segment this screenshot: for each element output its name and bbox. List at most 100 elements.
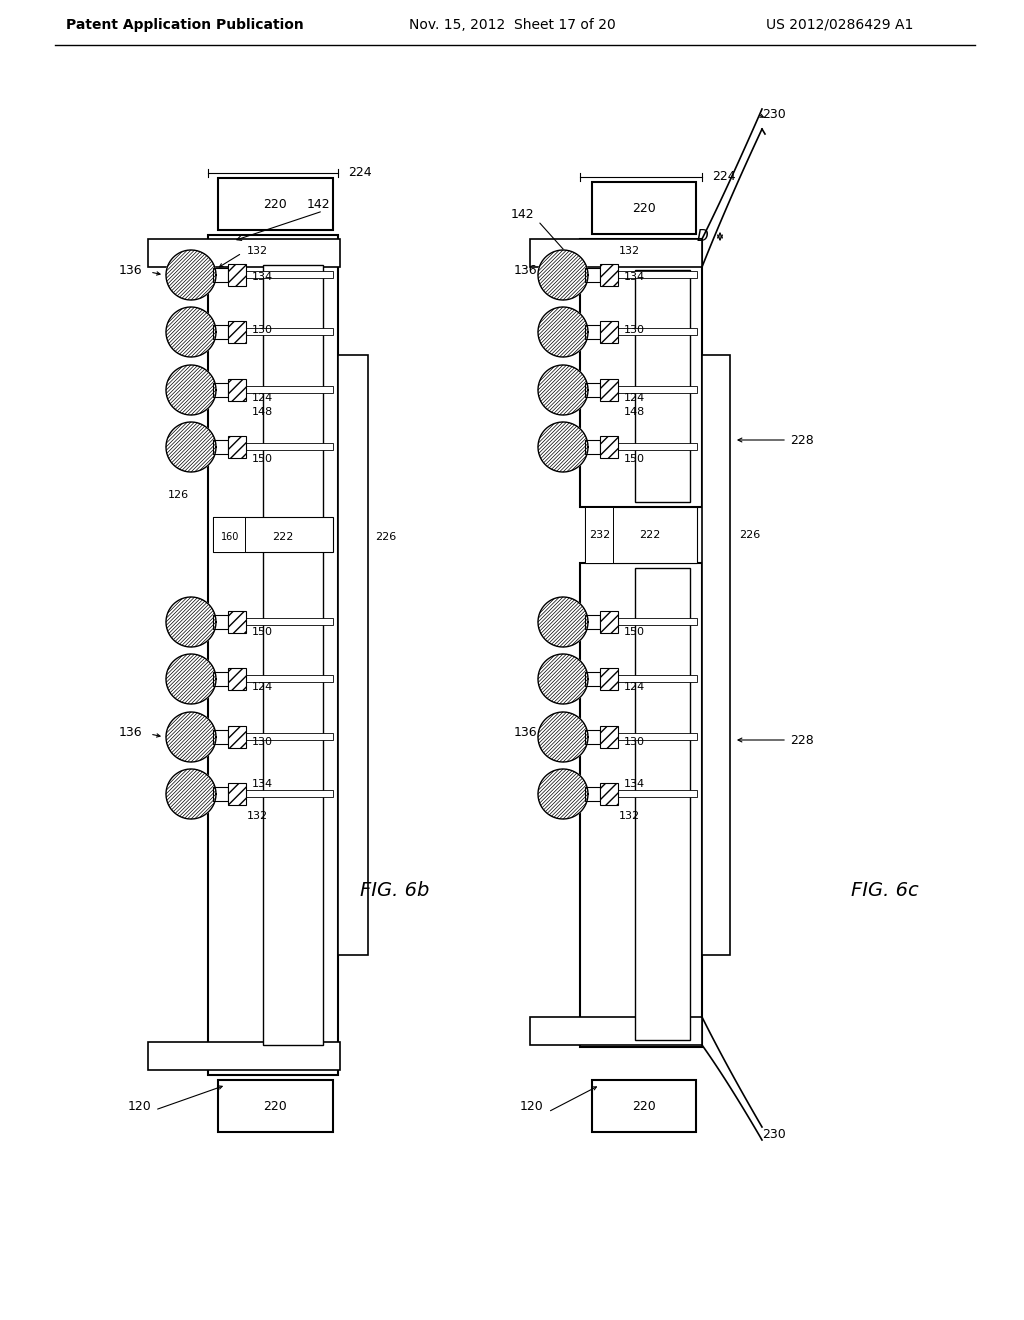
Circle shape: [538, 597, 588, 647]
Bar: [635, 271, 690, 502]
Text: 126: 126: [168, 490, 188, 499]
Bar: [585, 730, 600, 744]
Bar: [228, 321, 246, 343]
Circle shape: [166, 249, 216, 300]
Text: 120: 120: [128, 1100, 152, 1113]
Bar: [600, 668, 618, 690]
Text: 124: 124: [624, 682, 645, 692]
Text: 150: 150: [252, 627, 272, 638]
Text: 134: 134: [252, 779, 272, 789]
Text: 132: 132: [247, 246, 267, 256]
Bar: [228, 611, 246, 634]
Text: 120: 120: [520, 1100, 544, 1113]
Bar: [213, 440, 228, 454]
Bar: [592, 1080, 696, 1133]
Text: 150: 150: [624, 627, 644, 638]
Text: 124: 124: [251, 393, 272, 403]
Text: 222: 222: [639, 529, 660, 540]
Text: US 2012/0286429 A1: US 2012/0286429 A1: [766, 18, 913, 32]
Text: 226: 226: [376, 532, 396, 541]
Bar: [600, 379, 618, 401]
Text: 232: 232: [590, 529, 610, 540]
Text: 226: 226: [739, 529, 761, 540]
Bar: [592, 182, 696, 234]
Bar: [246, 385, 333, 393]
Circle shape: [166, 770, 216, 818]
Bar: [702, 355, 730, 954]
Bar: [218, 1080, 333, 1133]
Text: 220: 220: [263, 1100, 288, 1113]
Text: 132: 132: [618, 810, 640, 821]
Bar: [246, 789, 333, 797]
Bar: [246, 271, 333, 279]
Circle shape: [538, 653, 588, 704]
Circle shape: [166, 308, 216, 356]
Bar: [618, 789, 697, 797]
Text: FIG. 6b: FIG. 6b: [360, 880, 430, 899]
Bar: [213, 615, 228, 630]
Text: 132: 132: [618, 246, 640, 256]
Bar: [246, 733, 333, 741]
Text: 136: 136: [118, 264, 141, 276]
Bar: [580, 239, 702, 507]
Circle shape: [538, 422, 588, 473]
Bar: [530, 1016, 702, 1045]
Circle shape: [538, 770, 588, 818]
Bar: [213, 517, 245, 552]
Circle shape: [166, 597, 216, 647]
Bar: [228, 726, 246, 748]
Bar: [213, 730, 228, 744]
Bar: [218, 178, 333, 230]
Bar: [600, 321, 618, 343]
Bar: [530, 239, 702, 267]
Bar: [213, 517, 333, 552]
Bar: [228, 379, 246, 401]
Text: 142: 142: [306, 198, 330, 210]
Bar: [635, 568, 690, 1040]
Text: 150: 150: [252, 454, 272, 465]
Bar: [585, 440, 600, 454]
Text: 132: 132: [247, 810, 267, 821]
Bar: [585, 507, 697, 562]
Circle shape: [166, 711, 216, 762]
Bar: [213, 672, 228, 686]
Bar: [585, 325, 600, 339]
Bar: [228, 264, 246, 286]
Text: 148: 148: [251, 407, 272, 417]
Text: 230: 230: [762, 1129, 785, 1142]
Text: 130: 130: [252, 737, 272, 747]
Text: 228: 228: [791, 433, 814, 446]
Text: 136: 136: [513, 726, 537, 738]
Bar: [618, 271, 697, 279]
Bar: [148, 1041, 340, 1071]
Text: 224: 224: [348, 166, 372, 180]
Bar: [246, 675, 333, 682]
Bar: [148, 239, 340, 267]
Bar: [580, 562, 702, 1047]
Text: 142: 142: [510, 207, 534, 220]
Bar: [618, 327, 697, 335]
Circle shape: [538, 711, 588, 762]
Text: 220: 220: [263, 198, 288, 210]
Bar: [213, 268, 228, 282]
Circle shape: [166, 653, 216, 704]
Text: 130: 130: [624, 737, 644, 747]
Bar: [600, 726, 618, 748]
Text: 130: 130: [252, 325, 272, 335]
Text: D: D: [696, 228, 708, 244]
Text: FIG. 6c: FIG. 6c: [851, 880, 919, 899]
Text: 136: 136: [118, 726, 141, 738]
Text: 130: 130: [624, 325, 644, 335]
Bar: [600, 264, 618, 286]
Bar: [585, 268, 600, 282]
Bar: [618, 444, 697, 450]
Text: 224: 224: [712, 170, 736, 183]
Bar: [213, 383, 228, 397]
Text: 230: 230: [762, 107, 785, 120]
Bar: [600, 436, 618, 458]
Text: 222: 222: [272, 532, 294, 541]
Bar: [246, 327, 333, 335]
Text: 150: 150: [624, 454, 644, 465]
Bar: [228, 436, 246, 458]
Bar: [618, 733, 697, 741]
